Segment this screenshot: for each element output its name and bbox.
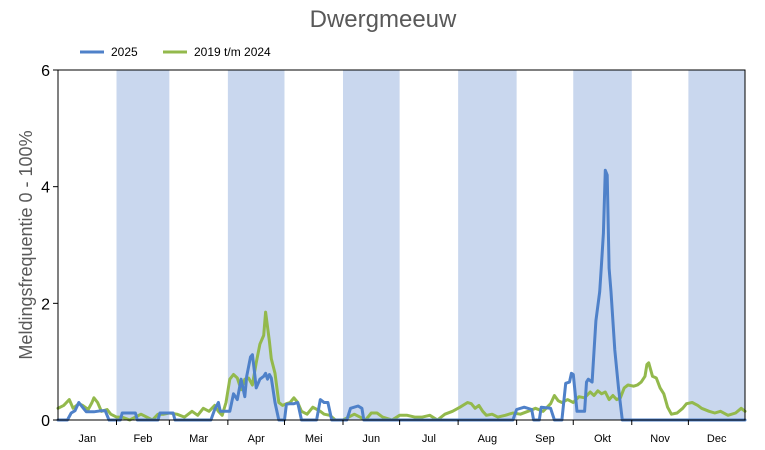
month-band-feb bbox=[116, 70, 170, 420]
x-tick-label-jan: Jan bbox=[78, 433, 96, 445]
x-tick-label-sep: Sep bbox=[535, 433, 555, 445]
y-axis: 0 2 4 6 bbox=[41, 63, 58, 430]
month-band-dec bbox=[688, 70, 745, 420]
month-band-jun bbox=[342, 70, 400, 420]
legend: 2025 2019 t/m 2024 bbox=[80, 45, 271, 59]
x-tick-label-feb: Feb bbox=[133, 433, 152, 445]
x-tick-label-mei: Mei bbox=[305, 433, 323, 445]
y-tick-label: 2 bbox=[41, 296, 50, 313]
x-tick-label-mar: Mar bbox=[189, 433, 208, 445]
plot-frame bbox=[57, 69, 746, 421]
x-tick-label-aug: Aug bbox=[478, 433, 498, 445]
y-axis-label: Meldingsfrequentie 0 - 100% bbox=[16, 130, 36, 359]
x-tick-label-apr: Apr bbox=[248, 433, 265, 445]
y-tick-label: 0 bbox=[41, 413, 50, 430]
x-tick-label-nov: Nov bbox=[650, 433, 670, 445]
x-tick-label-dec: Dec bbox=[707, 433, 727, 445]
legend-label-2019-2024: 2019 t/m 2024 bbox=[194, 45, 271, 59]
month-band-aug bbox=[458, 70, 517, 420]
y-tick-label: 4 bbox=[41, 180, 50, 197]
y-tick-label: 6 bbox=[41, 63, 50, 80]
x-axis: Jan Feb Mar Apr Mei Jun Jul Aug Sep Okt Nov Dec bbox=[78, 420, 727, 445]
x-tick-label-jul: Jul bbox=[422, 433, 436, 445]
chart-title: Dwergmeeuw bbox=[310, 6, 457, 33]
legend-label-2025: 2025 bbox=[111, 45, 138, 59]
x-tick-label-okt: Okt bbox=[594, 433, 611, 445]
x-tick-label-jun: Jun bbox=[362, 433, 380, 445]
